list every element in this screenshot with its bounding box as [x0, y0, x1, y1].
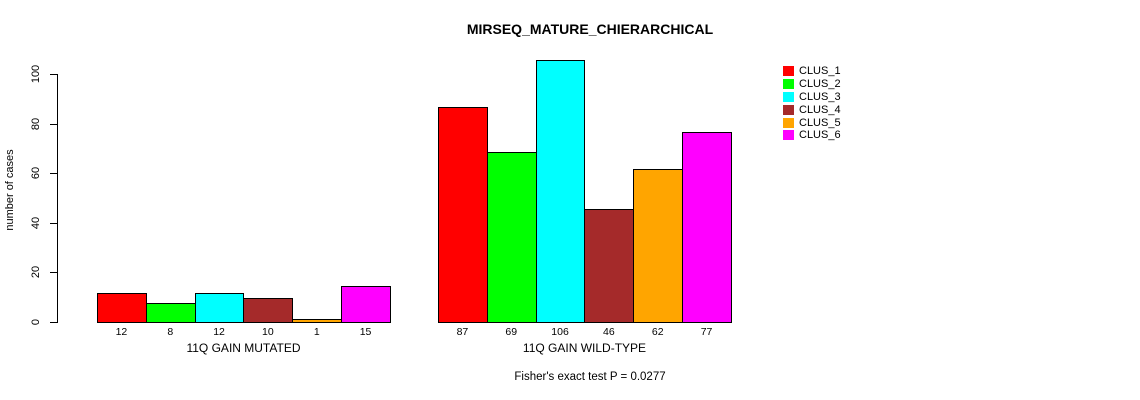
bar-value-label: 12: [115, 326, 128, 338]
legend-item-label: CLUS_1: [799, 65, 841, 78]
legend-item-label: CLUS_6: [799, 129, 841, 142]
annotation-text: Fisher's exact test P = 0.0277: [514, 371, 666, 383]
bar: [341, 285, 391, 323]
y-tick-label: 80: [30, 117, 42, 130]
legend-color-swatch: [783, 104, 794, 115]
bar-value-label: 15: [359, 326, 372, 338]
y-axis-label: number of cases: [4, 149, 16, 231]
y-tick-mark: [50, 222, 58, 224]
x-group-label: 11Q GAIN WILD-TYPE: [522, 341, 647, 355]
bar: [682, 132, 732, 323]
legend-item-label: CLUS_3: [799, 90, 841, 103]
bar-value-label: 10: [262, 326, 274, 338]
legend-item: CLUS_3: [783, 91, 841, 104]
bar: [535, 60, 586, 323]
y-tick-mark: [50, 322, 58, 323]
y-tick-mark: [50, 272, 58, 274]
legend-color-swatch: [783, 79, 794, 90]
bar-value-label: 46: [603, 326, 615, 338]
chart-title: MIRSEQ_MATURE_CHIERARCHICAL: [466, 21, 714, 37]
y-tick-label: 0: [30, 318, 42, 326]
legend-item: CLUS_1: [783, 65, 841, 78]
bar: [243, 298, 294, 323]
bar: [486, 151, 537, 323]
x-group-label: 11Q GAIN MUTATED: [186, 341, 301, 355]
legend-color-swatch: [783, 117, 794, 128]
legend-color-swatch: [783, 130, 794, 141]
y-axis-line: [57, 74, 58, 323]
bar-value-label: 8: [167, 326, 174, 338]
legend-item: CLUS_2: [783, 78, 841, 91]
bar: [145, 303, 196, 323]
bar-value-label: 87: [456, 326, 469, 338]
legend-item-label: CLUS_5: [799, 116, 841, 129]
legend-item-label: CLUS_4: [799, 103, 841, 116]
y-tick-label: 20: [30, 266, 42, 279]
legend-item-label: CLUS_2: [799, 78, 841, 91]
y-tick-mark: [50, 173, 58, 175]
bar: [194, 293, 245, 323]
legend-item: CLUS_5: [783, 116, 841, 129]
legend-item: CLUS_4: [783, 103, 841, 116]
legend-color-swatch: [783, 91, 794, 102]
bar-value-label: 62: [651, 326, 664, 338]
legend-item: CLUS_6: [783, 129, 841, 142]
y-tick-label: 60: [30, 167, 42, 180]
y-tick-mark: [50, 123, 58, 125]
bar-value-label: 12: [213, 326, 225, 338]
bar-value-label: 77: [700, 326, 713, 338]
y-tick-mark: [50, 74, 58, 75]
bar: [633, 169, 684, 323]
y-tick-label: 40: [30, 216, 42, 229]
bar: [438, 107, 488, 323]
legend: CLUS_1 CLUS_2 CLUS_3 CLUS_4 CLUS_5 CLUS_6: [783, 65, 841, 142]
bar: [97, 293, 147, 323]
bar: [292, 319, 343, 323]
bar: [584, 208, 635, 323]
legend-color-swatch: [783, 66, 794, 77]
y-tick-label: 100: [30, 64, 42, 84]
bar-value-label: 69: [505, 326, 518, 338]
bar-value-label: 1: [313, 326, 320, 338]
bar-value-label: 106: [551, 326, 569, 338]
